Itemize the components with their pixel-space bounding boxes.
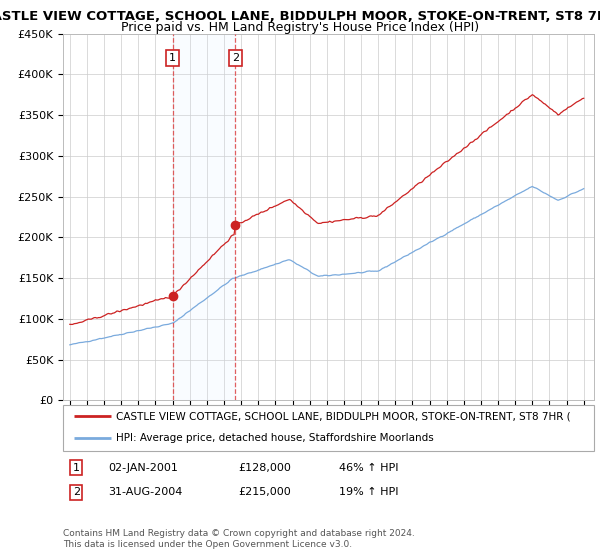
Text: HPI: Average price, detached house, Staffordshire Moorlands: HPI: Average price, detached house, Staf… [116, 433, 434, 443]
Text: 02-JAN-2001: 02-JAN-2001 [108, 463, 178, 473]
Text: 2: 2 [232, 53, 239, 63]
Text: Price paid vs. HM Land Registry's House Price Index (HPI): Price paid vs. HM Land Registry's House … [121, 21, 479, 34]
Text: 46% ↑ HPI: 46% ↑ HPI [339, 463, 398, 473]
Text: 1: 1 [169, 53, 176, 63]
Text: CASTLE VIEW COTTAGE, SCHOOL LANE, BIDDULPH MOOR, STOKE-ON-TRENT, ST8 7HR: CASTLE VIEW COTTAGE, SCHOOL LANE, BIDDUL… [0, 10, 600, 22]
Text: 19% ↑ HPI: 19% ↑ HPI [339, 487, 398, 497]
Text: CASTLE VIEW COTTAGE, SCHOOL LANE, BIDDULPH MOOR, STOKE-ON-TRENT, ST8 7HR (: CASTLE VIEW COTTAGE, SCHOOL LANE, BIDDUL… [116, 412, 571, 421]
FancyBboxPatch shape [63, 405, 594, 451]
Text: 1: 1 [73, 463, 80, 473]
Bar [173, 34, 235, 400]
Text: £215,000: £215,000 [238, 487, 291, 497]
Text: Contains HM Land Registry data © Crown copyright and database right 2024.
This d: Contains HM Land Registry data © Crown c… [63, 529, 415, 549]
Text: 31-AUG-2004: 31-AUG-2004 [108, 487, 182, 497]
Text: £128,000: £128,000 [238, 463, 291, 473]
Text: 2: 2 [73, 487, 80, 497]
